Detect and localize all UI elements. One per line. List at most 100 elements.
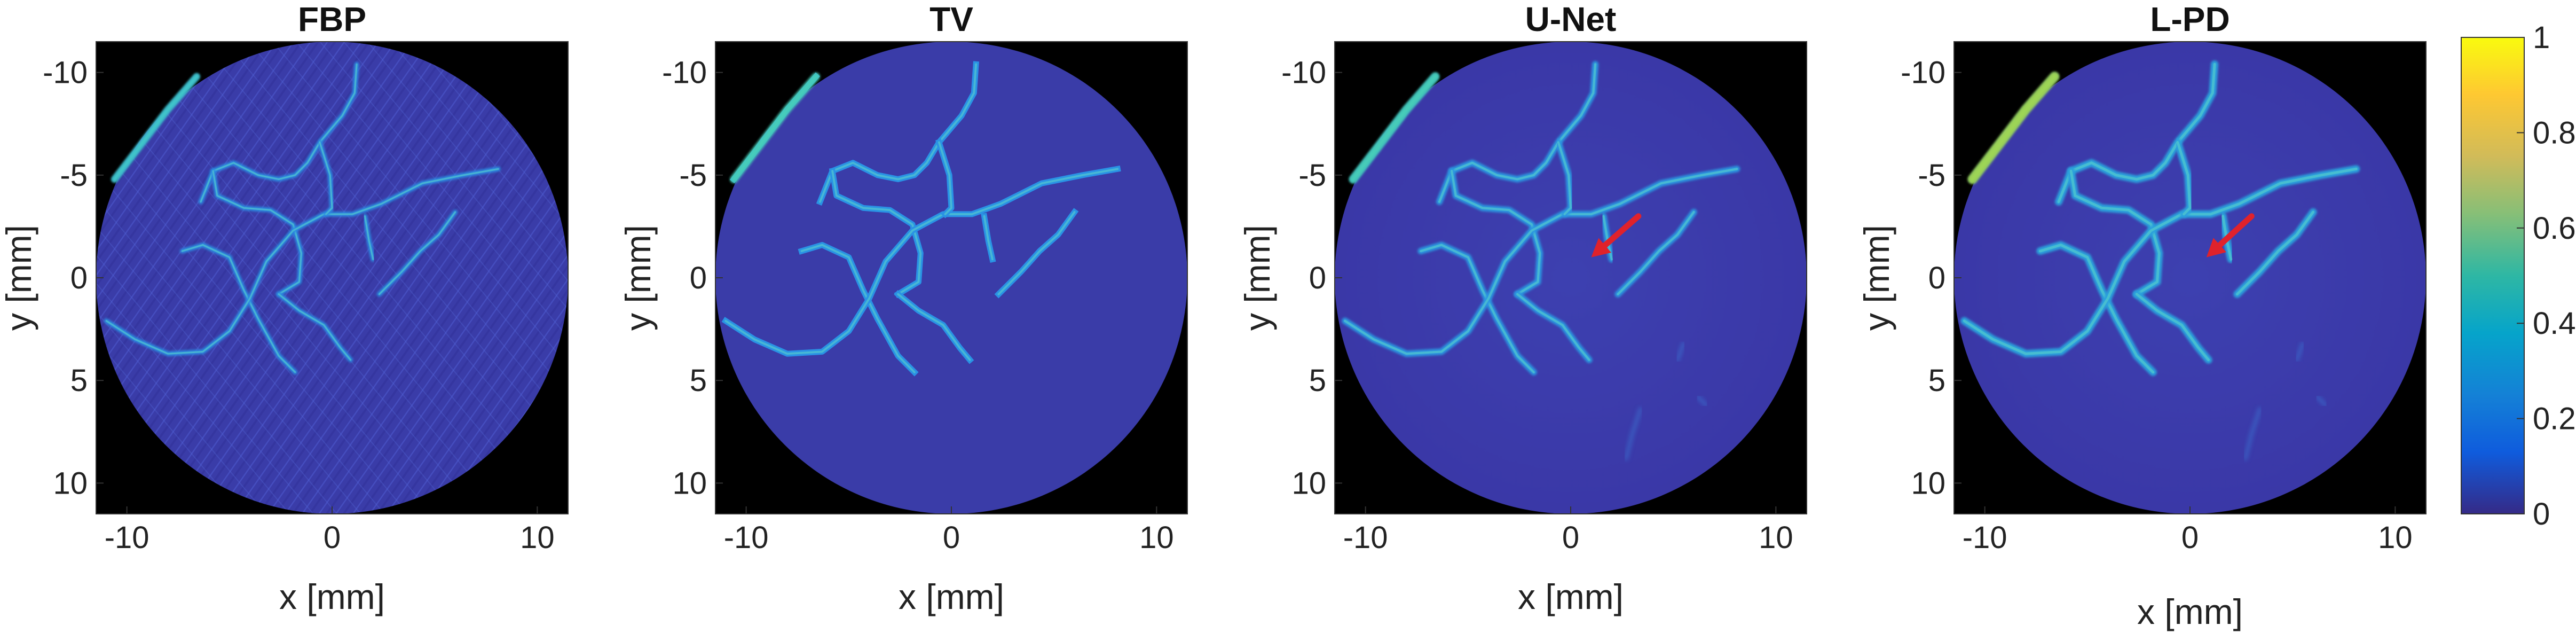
vessel-core bbox=[364, 215, 374, 260]
y-axis-label: y [mm] bbox=[0, 225, 38, 331]
arrow-head bbox=[1591, 238, 1611, 257]
colorbar-tick-label: 1 bbox=[2533, 20, 2550, 55]
reconstruction-image bbox=[1335, 42, 1807, 514]
vessel-core bbox=[2235, 210, 2315, 296]
x-tick-label: 0 bbox=[943, 520, 960, 555]
x-tick-label: -10 bbox=[105, 520, 149, 555]
colorbar-tick-label: 0.4 bbox=[2533, 306, 2576, 341]
panel-tv: TV -10 0 10 -10 -5 0 5 10 x [mm] y [mm] bbox=[618, 0, 1188, 616]
x-tick-label: 10 bbox=[1759, 520, 1793, 555]
y-tick-label: 10 bbox=[672, 466, 707, 501]
x-tick-label: 0 bbox=[1562, 520, 1579, 555]
axis-ticks: -10 0 10 -10 -5 0 5 10 bbox=[1901, 56, 2412, 555]
reconstruction-image bbox=[1954, 42, 2426, 514]
field-of-view-disc bbox=[715, 42, 1187, 514]
colorbar-tick-label: 0 bbox=[2533, 497, 2550, 532]
y-tick-label: 0 bbox=[1928, 261, 1945, 295]
x-tick-label: 10 bbox=[520, 520, 555, 555]
vessel-core bbox=[938, 141, 952, 215]
y-tick-label: -5 bbox=[679, 158, 707, 193]
y-tick-label: 10 bbox=[1911, 466, 1945, 501]
red-arrow-annotation bbox=[2206, 213, 2255, 257]
axis-ticks: -10 0 10 -10 -5 0 5 10 bbox=[662, 56, 1173, 555]
colorbar-ticks: 1 0.8 0.6 0.4 0.2 0 bbox=[2517, 20, 2576, 532]
x-tick-label: 0 bbox=[2181, 520, 2199, 555]
x-axis-label: x [mm] bbox=[1518, 577, 1624, 616]
vessel-core bbox=[1451, 170, 1541, 295]
vessel-core bbox=[278, 293, 352, 361]
vessel-core bbox=[724, 168, 1119, 355]
y-tick-label: 5 bbox=[690, 363, 707, 398]
vessel-core bbox=[212, 170, 302, 295]
reconstruction-image bbox=[96, 42, 568, 514]
vessel-core bbox=[1617, 210, 1695, 295]
panel-title: U-Net bbox=[1525, 0, 1617, 38]
vessel-core bbox=[2135, 293, 2210, 362]
y-tick-label: -5 bbox=[1918, 158, 1945, 193]
vessel-core bbox=[200, 63, 358, 203]
colorbar-tick-label: 0.8 bbox=[2533, 115, 2576, 150]
panel-title: L-PD bbox=[2150, 0, 2230, 38]
x-axis-label: x [mm] bbox=[2137, 592, 2243, 631]
vessel-network bbox=[104, 61, 501, 375]
colorbar-tick-label: 0.2 bbox=[2533, 402, 2576, 436]
panel-title: TV bbox=[929, 0, 973, 38]
faint-vessel bbox=[2294, 341, 2305, 362]
y-tick-label: 0 bbox=[690, 261, 707, 295]
vessel-network bbox=[1960, 60, 2360, 461]
axis-ticks: -10 0 10 -10 -5 0 5 10 bbox=[1281, 56, 1793, 555]
faint-vessel bbox=[1696, 394, 1708, 408]
y-tick-label: 10 bbox=[1291, 466, 1326, 501]
x-axis-label: x [mm] bbox=[279, 577, 385, 616]
red-arrow-annotation bbox=[1591, 213, 1642, 257]
x-tick-label: -10 bbox=[1963, 520, 2007, 555]
vessel-core bbox=[983, 215, 994, 261]
vessel-core bbox=[2038, 244, 2155, 374]
bright-edge-vessel bbox=[1967, 72, 2060, 184]
bright-edge-vessel bbox=[1349, 72, 1440, 184]
y-axis-label: y [mm] bbox=[618, 225, 658, 331]
vessel-network bbox=[721, 61, 1121, 377]
faint-vessel bbox=[2243, 407, 2262, 461]
y-tick-label: 5 bbox=[1309, 363, 1326, 398]
y-tick-label: 5 bbox=[70, 363, 88, 398]
x-axis-label: x [mm] bbox=[899, 577, 1004, 616]
vessel-core bbox=[105, 168, 499, 355]
vessel-core bbox=[1516, 293, 1590, 361]
x-tick-label: 10 bbox=[1139, 520, 1174, 555]
y-tick-label: -10 bbox=[43, 56, 88, 90]
y-tick-label: -10 bbox=[1901, 56, 1945, 90]
y-tick-label: 10 bbox=[53, 466, 88, 501]
vessel-core bbox=[800, 244, 916, 373]
y-tick-label: -5 bbox=[1298, 158, 1326, 193]
colorbar-gradient bbox=[2461, 37, 2525, 514]
y-tick-label: -5 bbox=[60, 158, 88, 193]
vessel-core bbox=[997, 211, 1076, 295]
vessel-core bbox=[1557, 141, 1572, 215]
x-tick-label: -10 bbox=[724, 520, 769, 555]
x-tick-label: 10 bbox=[2378, 520, 2413, 555]
y-axis-label: y [mm] bbox=[1857, 225, 1896, 331]
vessel-core bbox=[181, 244, 296, 373]
bright-edge-vessel bbox=[111, 73, 200, 183]
x-tick-label: 0 bbox=[324, 520, 341, 555]
y-tick-label: 5 bbox=[1928, 363, 1945, 398]
streak-artifacts bbox=[96, 42, 568, 514]
arrow-shaft bbox=[1602, 213, 1642, 248]
faint-vessel bbox=[2315, 394, 2328, 408]
vessel-core bbox=[1438, 63, 1597, 203]
vessel-core bbox=[378, 211, 456, 295]
vessel-core bbox=[2176, 140, 2192, 216]
colorbar: 1 0.8 0.6 0.4 0.2 0 bbox=[2461, 20, 2576, 532]
vessel-core bbox=[319, 141, 333, 215]
field-of-view-disc bbox=[1954, 42, 2426, 514]
axis-ticks: -10 0 10 -10 -5 0 5 10 bbox=[43, 56, 554, 555]
vessel-core bbox=[2069, 169, 2161, 296]
vessel-core bbox=[897, 293, 971, 361]
reconstruction-image bbox=[715, 42, 1187, 514]
panel-fbp: FBP -10 0 10 -10 -5 0 5 10 x [mm] y [mm] bbox=[0, 0, 569, 616]
vessel-core bbox=[2057, 62, 2216, 204]
panel-title: FBP bbox=[298, 0, 366, 38]
vessel-core bbox=[1344, 168, 1738, 355]
